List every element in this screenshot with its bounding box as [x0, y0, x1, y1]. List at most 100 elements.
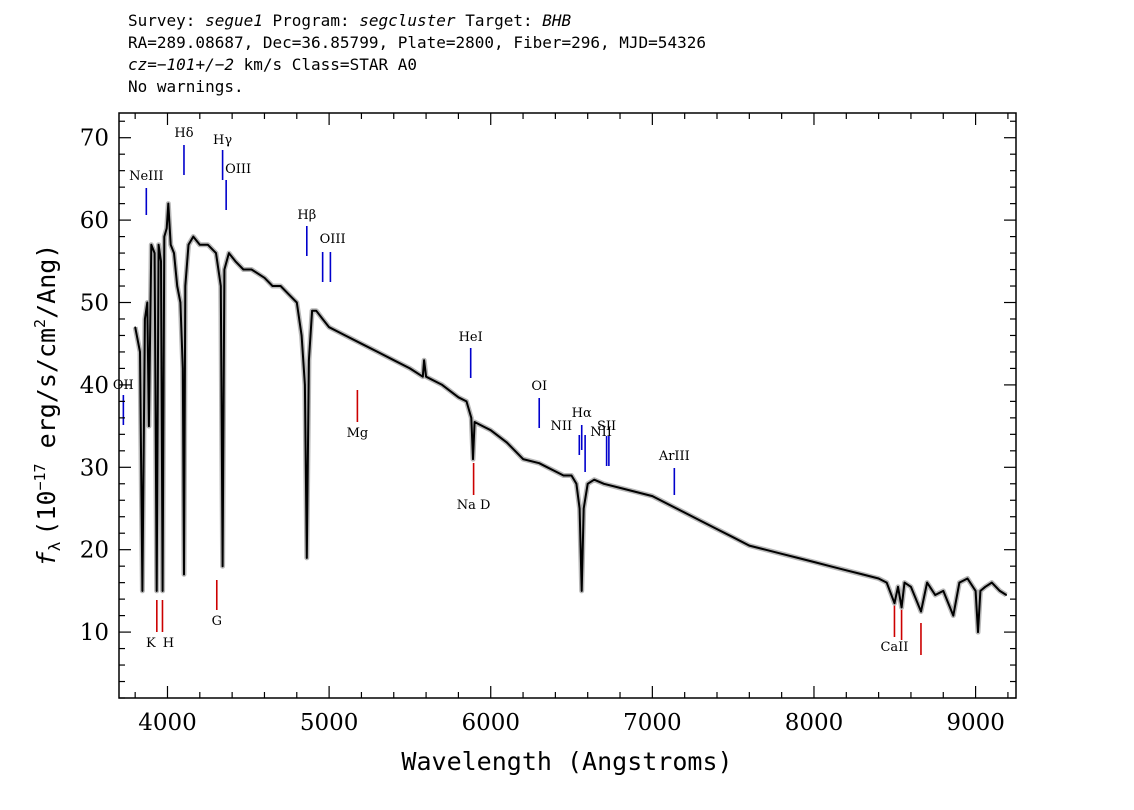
data-point: [409, 367, 411, 370]
data-point: [991, 581, 993, 584]
data-point: [958, 581, 961, 584]
x-tick-label: 4000: [138, 710, 197, 736]
data-point: [473, 421, 476, 423]
data-point: [580, 590, 583, 592]
data-point: [192, 235, 195, 238]
data-point: [716, 528, 718, 530]
data-point: [315, 309, 318, 312]
data-point: [893, 602, 896, 604]
data-point: [153, 252, 156, 254]
x-tick-label: 5000: [300, 710, 359, 736]
data-point: [328, 326, 330, 329]
y-tick-label: 50: [80, 291, 109, 317]
spectral-line-label: NII: [550, 419, 572, 434]
data-point: [144, 318, 146, 320]
data-point: [546, 466, 549, 469]
data-point: [489, 429, 492, 432]
data-point: [470, 417, 473, 419]
x-axis-label: Wavelength (Angstroms): [401, 747, 732, 776]
data-point: [183, 573, 185, 576]
data-point: [199, 244, 201, 246]
data-point: [271, 285, 274, 287]
data-point: [514, 450, 516, 452]
data-point: [619, 487, 621, 489]
y-label-part-3: /Ang): [32, 244, 61, 319]
data-point: [861, 573, 864, 576]
data-point: [764, 548, 767, 551]
y-label-exp-2: 2: [31, 319, 49, 328]
x-tick-label: 6000: [461, 710, 520, 736]
data-point: [134, 326, 136, 329]
data-point: [506, 441, 508, 444]
spectral-line-label: Na D: [457, 498, 491, 513]
plot-frame: [118, 112, 1017, 699]
data-point: [422, 375, 424, 378]
spectral-line-label: CaII: [880, 640, 908, 655]
data-point: [179, 301, 182, 304]
data-point: [974, 590, 977, 592]
data-point: [586, 483, 589, 485]
x-axis: 4000 5000 6000 7000 8000 9000: [134, 113, 1009, 736]
data-point: [220, 285, 222, 287]
data-point: [250, 268, 253, 271]
data-point: [903, 581, 906, 584]
data-point: [165, 227, 168, 230]
data-point: [845, 569, 848, 572]
data-point: [570, 474, 573, 477]
y-tick-label: 10: [80, 620, 109, 646]
spectral-line-label: Hα: [572, 406, 592, 421]
data-point: [979, 590, 982, 592]
spectral-line-label: OI: [531, 379, 547, 394]
data-point: [554, 470, 557, 473]
spectral-line-label: Hγ: [213, 133, 232, 148]
spectral-line-label: K: [146, 636, 156, 651]
x-tick-label: 9000: [946, 710, 1005, 736]
data-point: [423, 359, 425, 362]
data-point: [296, 301, 298, 304]
data-point: [393, 359, 395, 362]
data-point: [169, 244, 172, 246]
y-tick-label: 60: [80, 208, 109, 234]
data-point: [141, 590, 144, 592]
target-label: Target:: [465, 11, 533, 30]
header-line-redshift: cz=−101+/−2 km/s Class=STAR A0: [128, 54, 706, 76]
data-point: [522, 458, 524, 460]
data-point: [465, 400, 468, 403]
data-point: [457, 396, 460, 399]
spectral-line-label: H: [163, 636, 174, 651]
y-tick-label: 70: [80, 126, 109, 152]
data-point: [700, 520, 702, 522]
data-point: [877, 577, 880, 580]
data-point: [139, 351, 141, 353]
data-point: [207, 244, 209, 246]
data-point: [187, 244, 190, 246]
data-point: [472, 458, 474, 460]
spectral-line-label: Hβ: [297, 208, 316, 223]
data-point: [984, 586, 987, 588]
spectral-line-label: G: [212, 614, 222, 629]
spectral-line-label: Hδ: [174, 126, 193, 141]
data-point: [344, 334, 347, 337]
data-point: [146, 301, 149, 304]
data-point: [1005, 594, 1008, 596]
data-point: [926, 581, 928, 584]
data-point: [538, 462, 540, 465]
spectral-line-label: NeIII: [129, 169, 163, 184]
data-point: [304, 384, 306, 386]
y-label-part-1: (10: [32, 491, 61, 536]
data-point: [360, 342, 363, 345]
data-point: [161, 590, 164, 592]
class-text: km/s Class=STAR A0: [233, 55, 417, 74]
y-tick-label: 20: [80, 538, 109, 564]
x-tick-label: 8000: [785, 710, 844, 736]
spectrum-header: Survey: segue1 Program: segcluster Targe…: [128, 10, 706, 98]
data-point: [279, 285, 282, 287]
data-point: [797, 557, 799, 559]
data-point: [163, 235, 166, 238]
data-point: [885, 581, 888, 584]
spectral-line-label: Mg: [347, 426, 369, 441]
y-label-part-2: erg/s/cm: [32, 328, 61, 463]
data-point: [176, 285, 178, 287]
data-point: [167, 202, 170, 205]
